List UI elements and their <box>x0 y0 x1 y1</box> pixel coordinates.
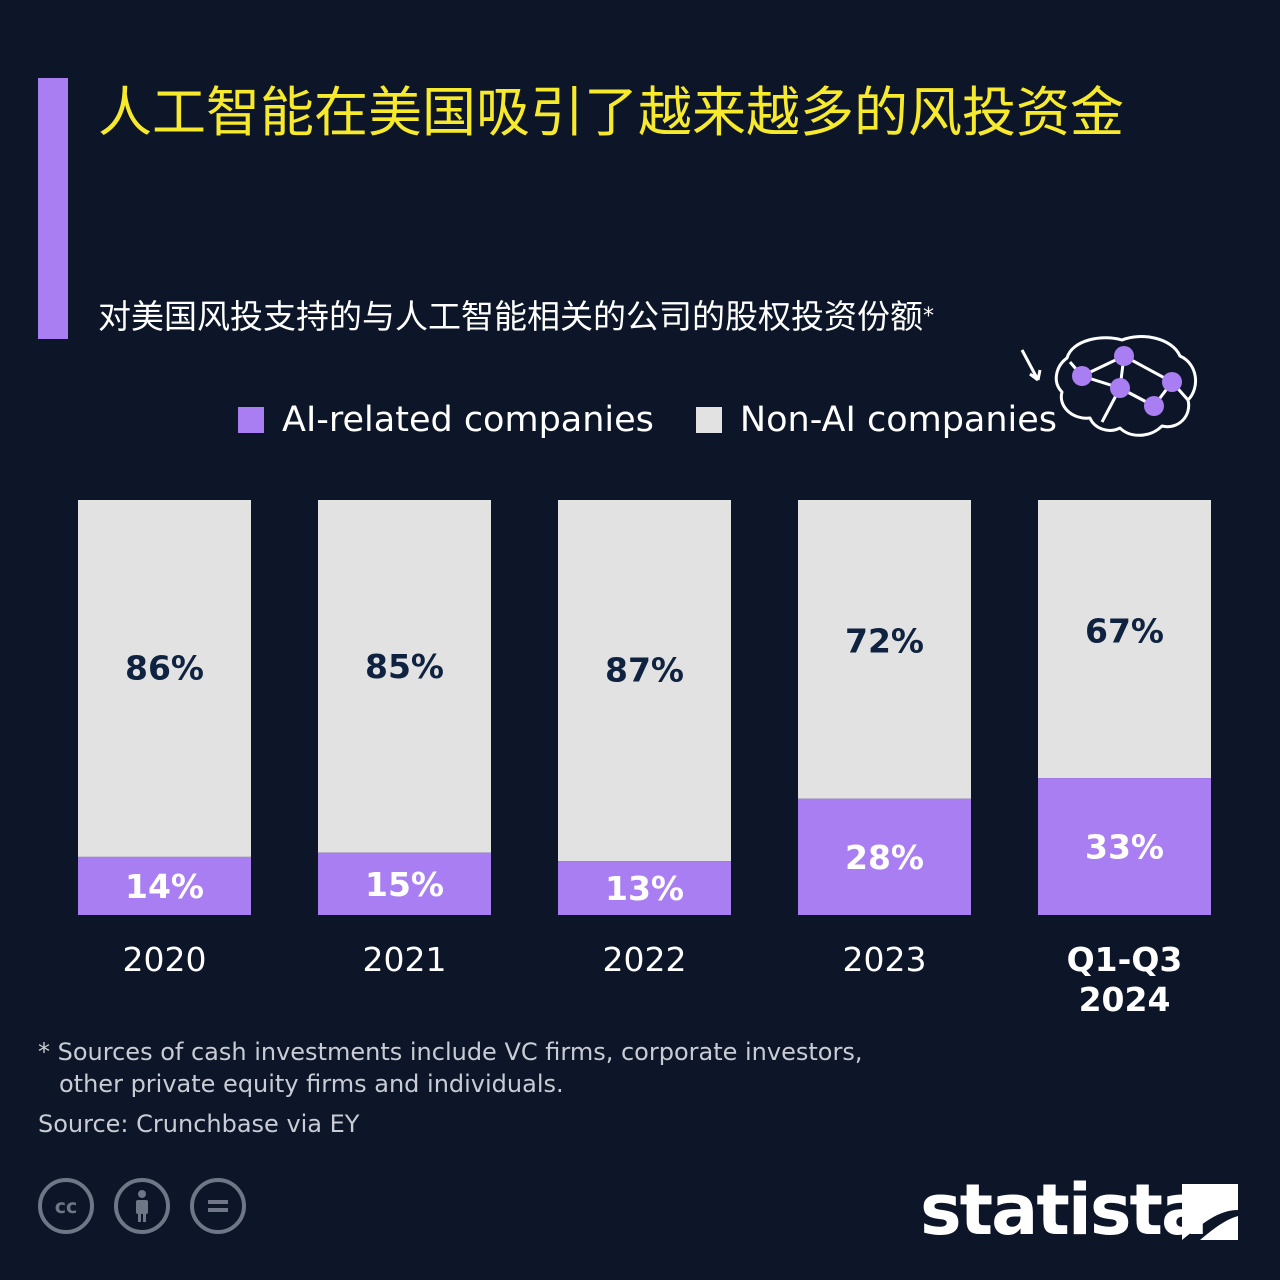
legend-label-ai: AI-related companies <box>282 400 654 440</box>
chart-title: 人工智能在美国吸引了越来越多的风投资金 <box>98 81 1124 144</box>
footnote-line1: Sources of cash investments include VC f… <box>57 1038 863 1066</box>
x-tick-2: 2022 <box>603 940 687 979</box>
bar-ai-3 <box>798 798 971 915</box>
legend-item-ai: AI-related companies <box>238 400 654 440</box>
bar-ai-4 <box>1038 778 1211 915</box>
bar-ai-2 <box>558 861 731 915</box>
x-tick-3: 2023 <box>843 940 927 979</box>
svg-text:cc: cc <box>55 1196 78 1218</box>
bar-non-ai-0 <box>78 500 251 857</box>
chart-subtitle: 对美国风投支持的与人工智能相关的公司的股权投资份额* <box>98 294 1098 340</box>
bar-ai-1 <box>318 852 491 915</box>
bar-ai-0 <box>78 856 251 915</box>
legend: AI-related companies Non-AI companies <box>238 396 1099 444</box>
bar-non-ai-1 <box>318 500 491 853</box>
bar-non-ai-2 <box>558 500 731 862</box>
label-ai-1: 15% <box>365 865 444 904</box>
label-non-ai-4: 67% <box>1085 612 1164 651</box>
statista-logo-icon <box>1182 1184 1238 1240</box>
label-ai-0: 14% <box>125 867 204 906</box>
footnote-marker: * <box>38 1038 50 1066</box>
label-non-ai-2: 87% <box>605 651 684 690</box>
cc-icon: cc <box>38 1178 94 1234</box>
label-non-ai-0: 86% <box>125 649 204 688</box>
by-icon <box>114 1178 170 1234</box>
legend-swatch-non-ai <box>695 407 722 433</box>
subtitle-text: 对美国风投支持的与人工智能相关的公司的股权投资份额 <box>98 297 923 336</box>
license-icons: cc <box>38 1178 266 1234</box>
x-tick-1: 2021 <box>363 940 447 979</box>
x-tick-4-1: 2024 <box>1079 980 1171 1019</box>
accent-bar <box>38 78 68 339</box>
legend-swatch-ai <box>238 407 264 433</box>
statista-brand: statista <box>920 1169 1208 1251</box>
nd-icon <box>190 1178 246 1234</box>
label-non-ai-1: 85% <box>365 647 444 686</box>
legend-item-non-ai: Non-AI companies <box>695 400 1058 440</box>
label-ai-4: 33% <box>1085 828 1164 867</box>
legend-label-non-ai: Non-AI companies <box>739 400 1058 440</box>
brain-network-icon <box>1020 335 1197 437</box>
label-non-ai-3: 72% <box>845 621 924 660</box>
bar-non-ai-3 <box>798 500 971 799</box>
footnote: * Sources of cash investments include VC… <box>38 1036 938 1100</box>
source-note: Source: Crunchbase via EY <box>38 1110 360 1138</box>
x-tick-4-0: Q1-Q3 <box>1067 940 1183 979</box>
label-ai-3: 28% <box>845 838 924 877</box>
bar-non-ai-4 <box>1038 500 1211 779</box>
stacked-bar-chart: 86% 14% 2020 85% 15% 2021 87% 13% 2022 72% 28% 2023… <box>78 500 1211 1019</box>
footnote-line2: other private equity firms and individua… <box>59 1070 564 1098</box>
subtitle-marker: * <box>923 304 934 329</box>
x-tick-0: 2020 <box>123 940 207 979</box>
label-ai-2: 13% <box>605 869 684 908</box>
